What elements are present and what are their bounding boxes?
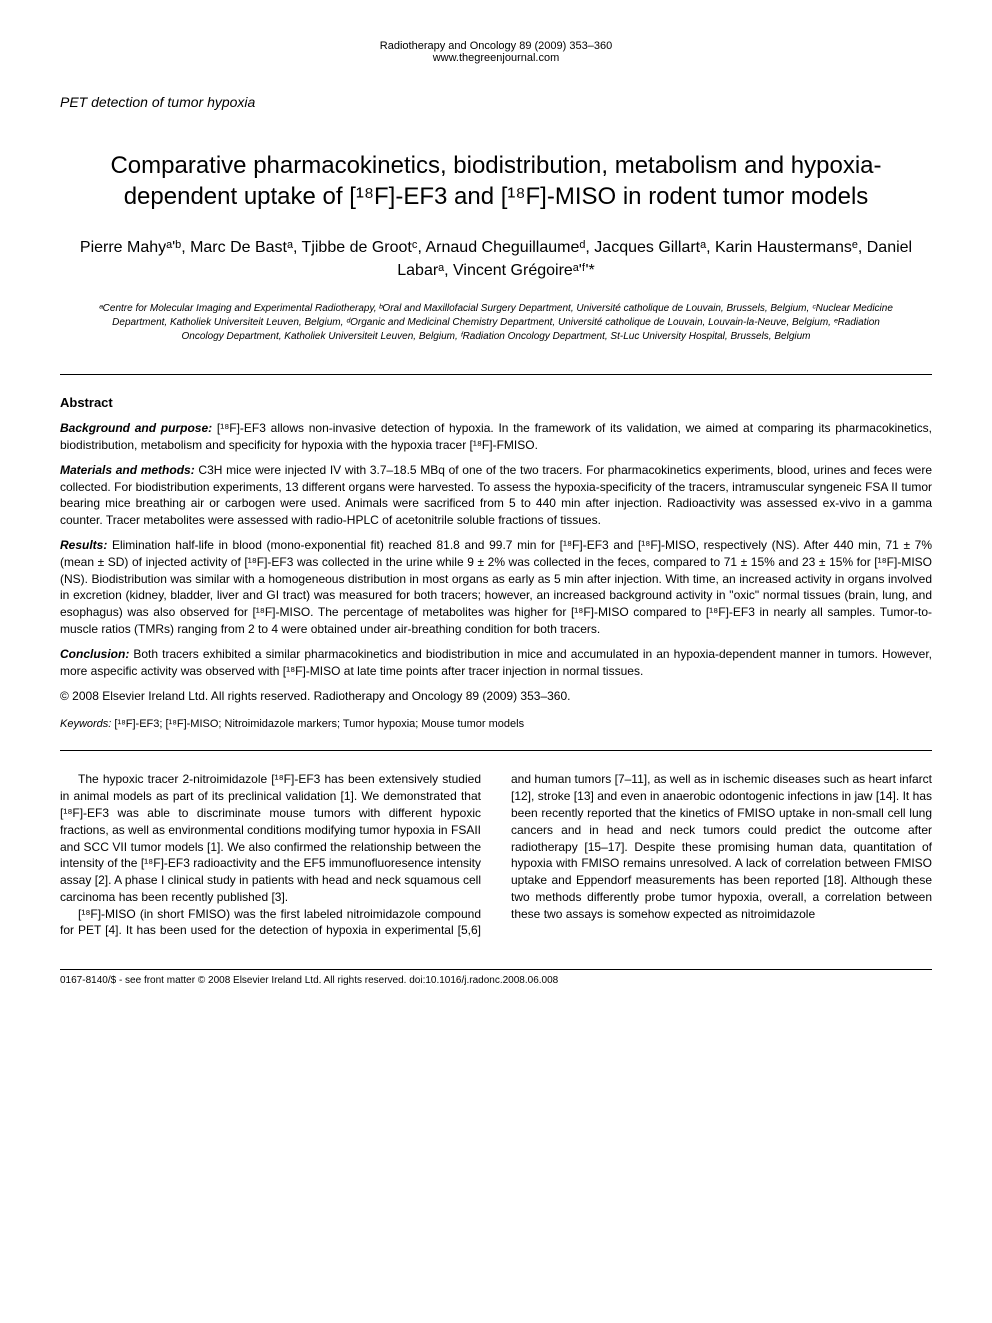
section-label: PET detection of tumor hypoxia: [60, 94, 932, 110]
results-text: Elimination half-life in blood (mono-exp…: [60, 538, 932, 636]
results-label: Results:: [60, 538, 107, 552]
conclusion-label: Conclusion:: [60, 647, 129, 661]
methods-label: Materials and methods:: [60, 463, 195, 477]
divider-top: [60, 374, 932, 375]
abstract-results: Results: Elimination half-life in blood …: [60, 537, 932, 638]
body-para-1: The hypoxic tracer 2-nitroimidazole [¹⁸F…: [60, 771, 481, 905]
conclusion-text: Both tracers exhibited a similar pharmac…: [60, 647, 932, 678]
background-label: Background and purpose:: [60, 421, 212, 435]
keywords-label: Keywords:: [60, 718, 111, 730]
keywords: Keywords: [¹⁸F]-EF3; [¹⁸F]-MISO; Nitroim…: [60, 718, 932, 730]
copyright: © 2008 Elsevier Ireland Ltd. All rights …: [60, 689, 932, 703]
abstract-conclusion: Conclusion: Both tracers exhibited a sim…: [60, 646, 932, 680]
abstract-heading: Abstract: [60, 395, 932, 410]
journal-url: www.thegreenjournal.com: [60, 52, 932, 64]
footer: 0167-8140/$ - see front matter © 2008 El…: [60, 969, 932, 986]
body-text: The hypoxic tracer 2-nitroimidazole [¹⁸F…: [60, 771, 932, 939]
journal-citation: Radiotherapy and Oncology 89 (2009) 353–…: [60, 40, 932, 52]
journal-header: Radiotherapy and Oncology 89 (2009) 353–…: [60, 40, 932, 64]
abstract-background: Background and purpose: [¹⁸F]-EF3 allows…: [60, 420, 932, 454]
article-title: Comparative pharmacokinetics, biodistrib…: [60, 150, 932, 212]
keywords-text: [¹⁸F]-EF3; [¹⁸F]-MISO; Nitroimidazole ma…: [111, 718, 524, 730]
divider-bottom: [60, 750, 932, 751]
abstract-methods: Materials and methods: C3H mice were inj…: [60, 462, 932, 529]
affiliations: ᵃCentre for Molecular Imaging and Experi…: [60, 302, 932, 344]
authors: Pierre Mahyᵃ'ᵇ, Marc De Bastᵃ, Tjibbe de…: [60, 237, 932, 282]
